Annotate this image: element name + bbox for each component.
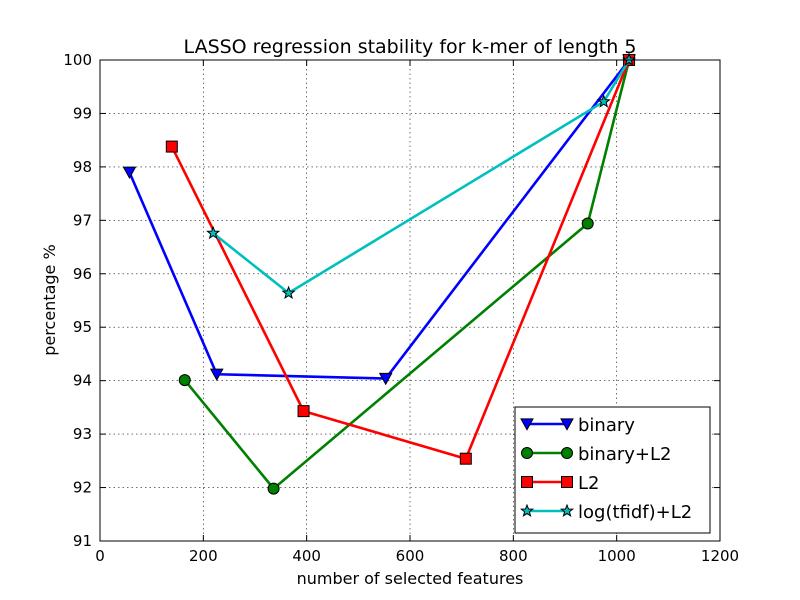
legend-marker-log-tfidf-l2 <box>519 503 535 518</box>
x-tick-label: 800 <box>499 547 528 565</box>
x-axis-label: number of selected features <box>297 569 524 588</box>
y-tick-label: 94 <box>73 372 92 390</box>
legend-marker-binary-l2 <box>561 447 573 459</box>
y-tick-label: 96 <box>73 265 92 283</box>
axis-ticks: 0 200 400 600 800 1000 1200 91 92 93 94 95 96 97 98 99 1… <box>63 51 739 565</box>
legend-marker-binary <box>560 418 574 431</box>
data-point-l2 <box>459 452 472 465</box>
series-line-binary-l2 <box>183 59 631 490</box>
series-line-binary <box>128 59 631 380</box>
legend-marker-l2 <box>521 476 533 488</box>
x-tick-label: 1200 <box>701 547 739 565</box>
legend-label-l2: L2 <box>578 473 599 494</box>
x-tick-label: 1000 <box>598 547 636 565</box>
data-point-log-tfidf-l2 <box>622 52 637 67</box>
y-tick-label: 98 <box>73 158 92 176</box>
series-line-l2 <box>170 59 631 461</box>
data-point-log-tfidf-l2 <box>596 94 611 108</box>
y-tick-label: 99 <box>73 104 92 122</box>
data-point-l2 <box>165 140 178 153</box>
legend-marker-log-tfidf-l2 <box>559 503 575 518</box>
legend-marker-l2 <box>561 476 573 488</box>
legend-item-binary: binary <box>520 415 635 436</box>
x-tick-label: 200 <box>189 547 218 565</box>
data-point-binary-l2 <box>581 217 594 230</box>
legend-item-binary-l2: binary+L2 <box>521 444 671 465</box>
legend-marker-binary <box>520 418 534 431</box>
x-tick-label: 400 <box>292 547 321 565</box>
x-tick-label: 600 <box>396 547 425 565</box>
data-point-log-tfidf-l2 <box>281 285 296 300</box>
legend-label-binary-l2: binary+L2 <box>578 444 671 465</box>
legend-item-log-tfidf-l2: log(tfidf)+L2 <box>519 502 692 523</box>
x-tick-label: 0 <box>95 547 105 565</box>
data-point-binary <box>209 368 224 381</box>
legend: binary binary+L2 L2 log(tfidf)+L2 <box>514 406 711 534</box>
data-point-binary-l2 <box>267 482 280 495</box>
legend-item-l2: L2 <box>521 473 599 494</box>
y-tick-label: 93 <box>73 425 92 443</box>
y-tick-label: 100 <box>63 51 92 69</box>
series-log-tfidf-l2 <box>206 52 637 300</box>
legend-label-log-tfidf-l2: log(tfidf)+L2 <box>578 502 692 523</box>
y-tick-label: 91 <box>73 532 92 550</box>
y-axis-label: percentage % <box>40 244 59 355</box>
series-layer <box>122 52 637 495</box>
legend-label-binary: binary <box>578 415 635 436</box>
data-point-binary <box>378 372 393 386</box>
y-tick-label: 97 <box>73 211 92 229</box>
data-point-log-tfidf-l2 <box>206 225 221 240</box>
y-tick-label: 92 <box>73 479 92 497</box>
legend-items: binary binary+L2 L2 log(tfidf)+L2 <box>519 415 692 523</box>
series-line-log-tfidf-l2 <box>212 59 631 295</box>
chart-title: LASSO regression stability for k-mer of … <box>184 36 637 58</box>
data-point-l2 <box>297 405 310 418</box>
data-point-binary-l2 <box>178 374 191 387</box>
legend-marker-binary-l2 <box>521 447 533 459</box>
data-point-binary <box>122 166 137 179</box>
y-tick-label: 95 <box>73 318 92 336</box>
